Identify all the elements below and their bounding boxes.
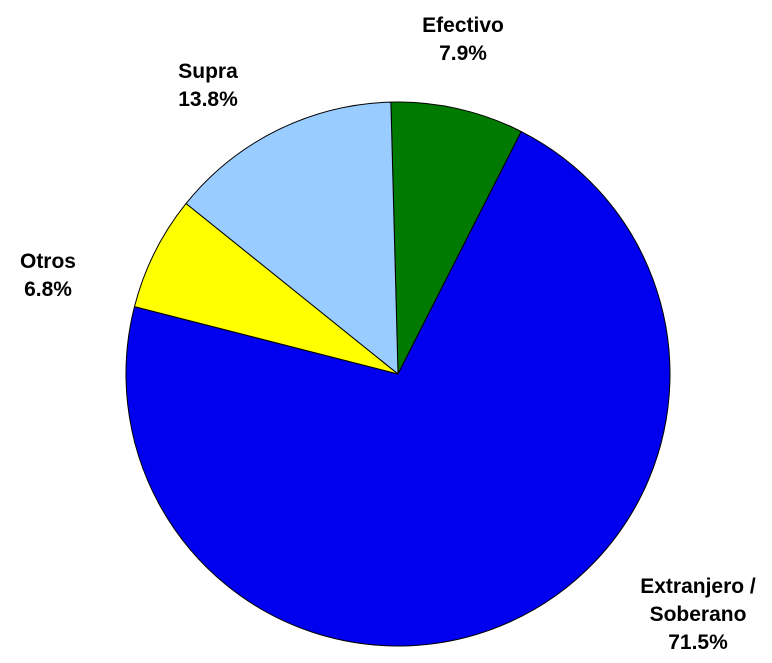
label-supra: Supra 13.8% — [178, 60, 238, 111]
label-otros: Otros 6.8% — [20, 250, 76, 301]
pie-labels: Efectivo 7.9% Extranjero / Soberano 71.5% Otr… — [20, 14, 756, 654]
slice-name-label: Soberano — [650, 603, 747, 626]
slice-value-label: 7.9% — [439, 42, 487, 65]
slice-otros — [133, 202, 399, 375]
pie-slices — [125, 101, 671, 647]
slice-value-label: 6.8% — [24, 278, 72, 301]
slice-name-label: Otros — [20, 250, 76, 273]
slice-extranjero-soberano — [125, 131, 671, 647]
slice-value-label: 71.5% — [668, 631, 728, 654]
slice-value-label: 13.8% — [178, 88, 238, 111]
slice-efectivo — [390, 101, 522, 375]
slice-name-label: Efectivo — [422, 14, 504, 37]
slice-supra — [185, 101, 399, 375]
label-efectivo: Efectivo 7.9% — [422, 14, 504, 65]
slice-name-label: Supra — [178, 60, 238, 83]
slice-name-label: Extranjero / — [640, 575, 756, 598]
label-extranjero-soberano: Extranjero / Soberano 71.5% — [640, 575, 756, 654]
